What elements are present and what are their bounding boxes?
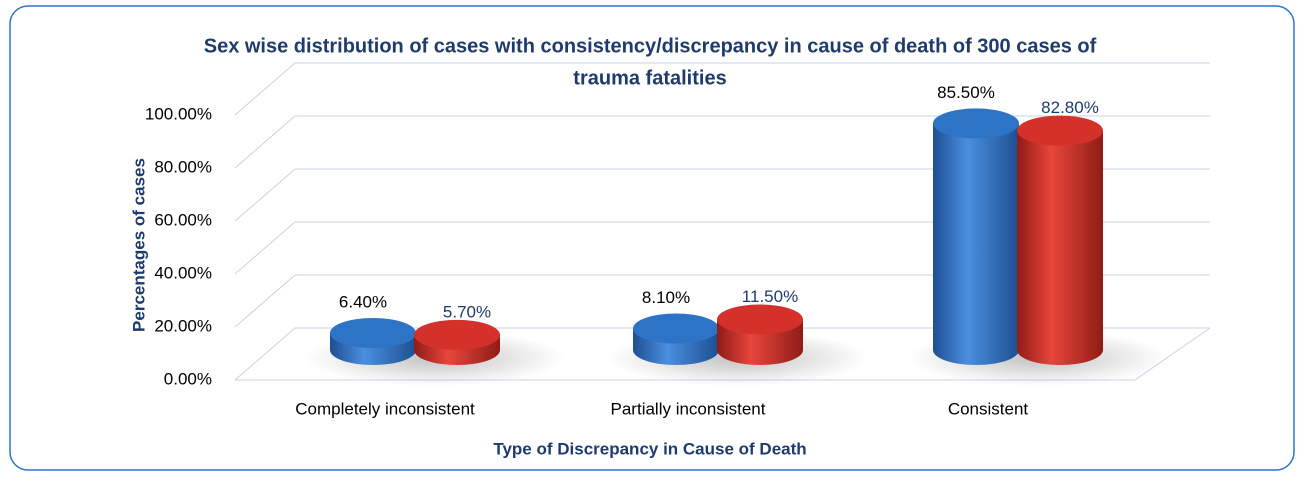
value-label: 6.40%	[339, 293, 387, 312]
bar-body	[933, 123, 1019, 365]
y-tick-label: 20.00%	[154, 316, 212, 335]
grid-line	[234, 327, 1210, 381]
y-axis-title: Percentages of cases	[129, 158, 148, 332]
bar-top	[1017, 115, 1103, 146]
chart-title: Sex wise distribution of cases with cons…	[204, 35, 1097, 57]
y-tick-label: 60.00%	[154, 210, 212, 229]
frame	[9, 5, 1295, 471]
grid-line	[234, 62, 1210, 116]
x-axis-title: Type of Discrepancy in Cause of Death	[493, 439, 806, 458]
bar-top	[414, 319, 500, 350]
value-label: 82.80%	[1041, 98, 1099, 117]
bar-top	[933, 108, 1019, 139]
chart-title: trauma fatalities	[573, 67, 726, 89]
y-tick-label: 0.00%	[164, 369, 212, 388]
bar	[1017, 115, 1103, 365]
bar	[633, 313, 719, 365]
value-label: 11.50%	[742, 287, 798, 306]
x-tick-label: Consistent	[948, 399, 1029, 418]
value-label: 85.50%	[937, 83, 995, 102]
bar	[717, 304, 803, 365]
grid-line	[234, 274, 1210, 328]
grid-line	[234, 168, 1210, 222]
x-tick-label: Completely inconsistent	[295, 399, 475, 418]
y-tick-label: 100.00%	[145, 104, 212, 123]
y-tick-label: 80.00%	[154, 157, 212, 176]
bar	[330, 318, 416, 365]
grid-line	[234, 221, 1210, 275]
bar-top	[633, 313, 719, 344]
bar	[933, 108, 1019, 365]
bar	[414, 319, 500, 365]
x-tick-label: Partially inconsistent	[611, 399, 766, 418]
grid-line	[234, 115, 1210, 169]
value-label: 5.70%	[443, 302, 491, 321]
bar-top	[717, 304, 803, 335]
bar-top	[330, 318, 416, 349]
bar-body	[1017, 130, 1103, 365]
value-label: 8.10%	[642, 288, 690, 307]
y-tick-label: 40.00%	[154, 263, 212, 282]
